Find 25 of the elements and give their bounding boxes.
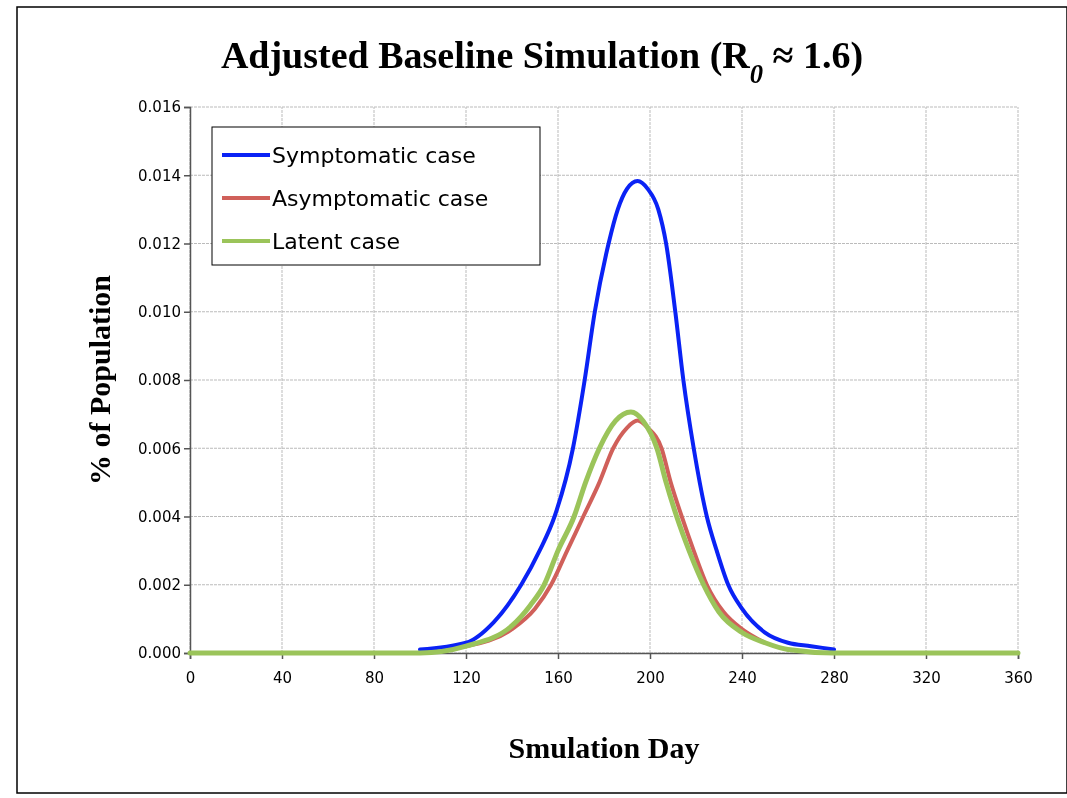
x-tick-label: 0 (185, 669, 196, 687)
y-tick-label: 0.012 (138, 234, 181, 253)
y-axis-title: % of Population (83, 274, 116, 486)
x-tick-label: 40 (272, 669, 293, 687)
y-tick-label: 0.008 (138, 371, 181, 390)
y-tick-label: 0.010 (138, 303, 181, 322)
x-tick-label: 320 (912, 669, 941, 687)
legend-label: Latent case (272, 228, 401, 254)
chart-title: Adjusted Baseline Simulation (R$_{0}$ ≈ 1.6) (220, 34, 864, 89)
y-tick-label: 0.004 (138, 507, 181, 526)
y-tick-label: 0.014 (138, 166, 181, 185)
x-tick-label: 360 (1004, 669, 1033, 687)
x-tick-label: 80 (364, 669, 385, 687)
x-tick-label: 200 (636, 669, 665, 687)
y-tick-label: 0.002 (138, 576, 181, 595)
x-tick-label: 120 (452, 669, 481, 687)
x-tick-label: 240 (728, 669, 757, 687)
legend-label: Asymptomatic case (272, 185, 489, 211)
legend-label: Symptomatic case (272, 142, 476, 168)
y-tick-label: 0.000 (138, 644, 181, 663)
x-axis-title: Smulation Day (508, 731, 700, 764)
x-tick-label: 160 (544, 669, 573, 687)
y-tick-label: 0.006 (138, 439, 181, 458)
x-tick-label: 280 (820, 669, 849, 687)
y-tick-label: 0.016 (138, 98, 181, 117)
